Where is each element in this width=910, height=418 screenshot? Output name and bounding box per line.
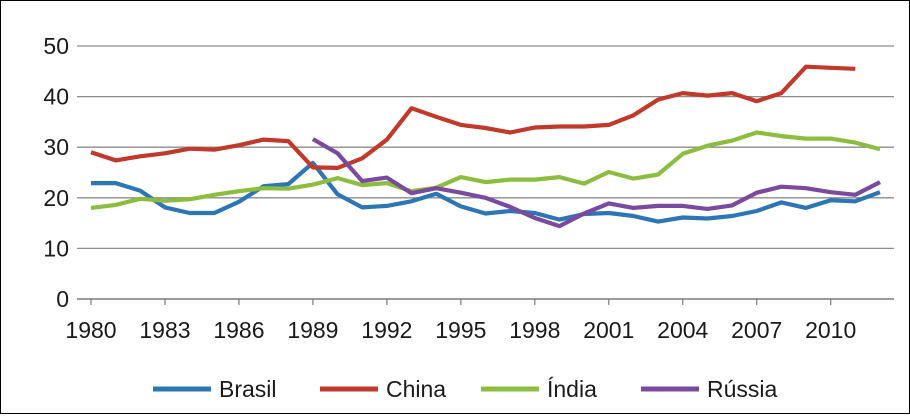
x-tick-label: 2010 — [805, 317, 856, 343]
y-tick-label: 10 — [43, 235, 69, 261]
x-tick-label: 1983 — [139, 317, 190, 343]
series-line-rússia — [311, 137, 881, 229]
x-tick-label: 2007 — [731, 317, 782, 343]
legend-label: Índia — [547, 376, 597, 402]
legend: Brasil China Índia Rússia — [153, 376, 778, 402]
x-tick-label: 1995 — [435, 317, 486, 343]
y-tick-label: 40 — [43, 84, 69, 110]
y-tick-label: 30 — [43, 134, 69, 160]
x-tick-label: 2004 — [657, 317, 708, 343]
x-axis — [77, 298, 894, 305]
y-tick-label: 20 — [43, 185, 69, 211]
series-line-brasil — [91, 160, 881, 224]
x-tick-label: 1992 — [361, 317, 412, 343]
y-tick-label: 0 — [56, 286, 69, 312]
series-lines — [90, 64, 881, 229]
x-tick-label: 1980 — [65, 317, 116, 343]
y-axis-ticks: 0 10 20 30 40 50 — [43, 33, 69, 312]
y-tick-label: 50 — [43, 33, 69, 59]
x-tick-label: 1998 — [509, 317, 560, 343]
series-line-índia — [90, 130, 881, 210]
x-axis-ticks: 1980 1983 1986 1989 1992 1995 1998 2001 2004 2007… — [65, 317, 856, 343]
series-line-china — [90, 64, 856, 170]
legend-label: China — [386, 376, 446, 402]
gridlines — [77, 45, 894, 250]
x-tick-label: 1989 — [287, 317, 338, 343]
legend-label: Brasil — [219, 376, 277, 402]
x-tick-label: 2001 — [583, 317, 634, 343]
legend-label: Rússia — [707, 376, 778, 402]
x-tick-label: 1986 — [213, 317, 264, 343]
